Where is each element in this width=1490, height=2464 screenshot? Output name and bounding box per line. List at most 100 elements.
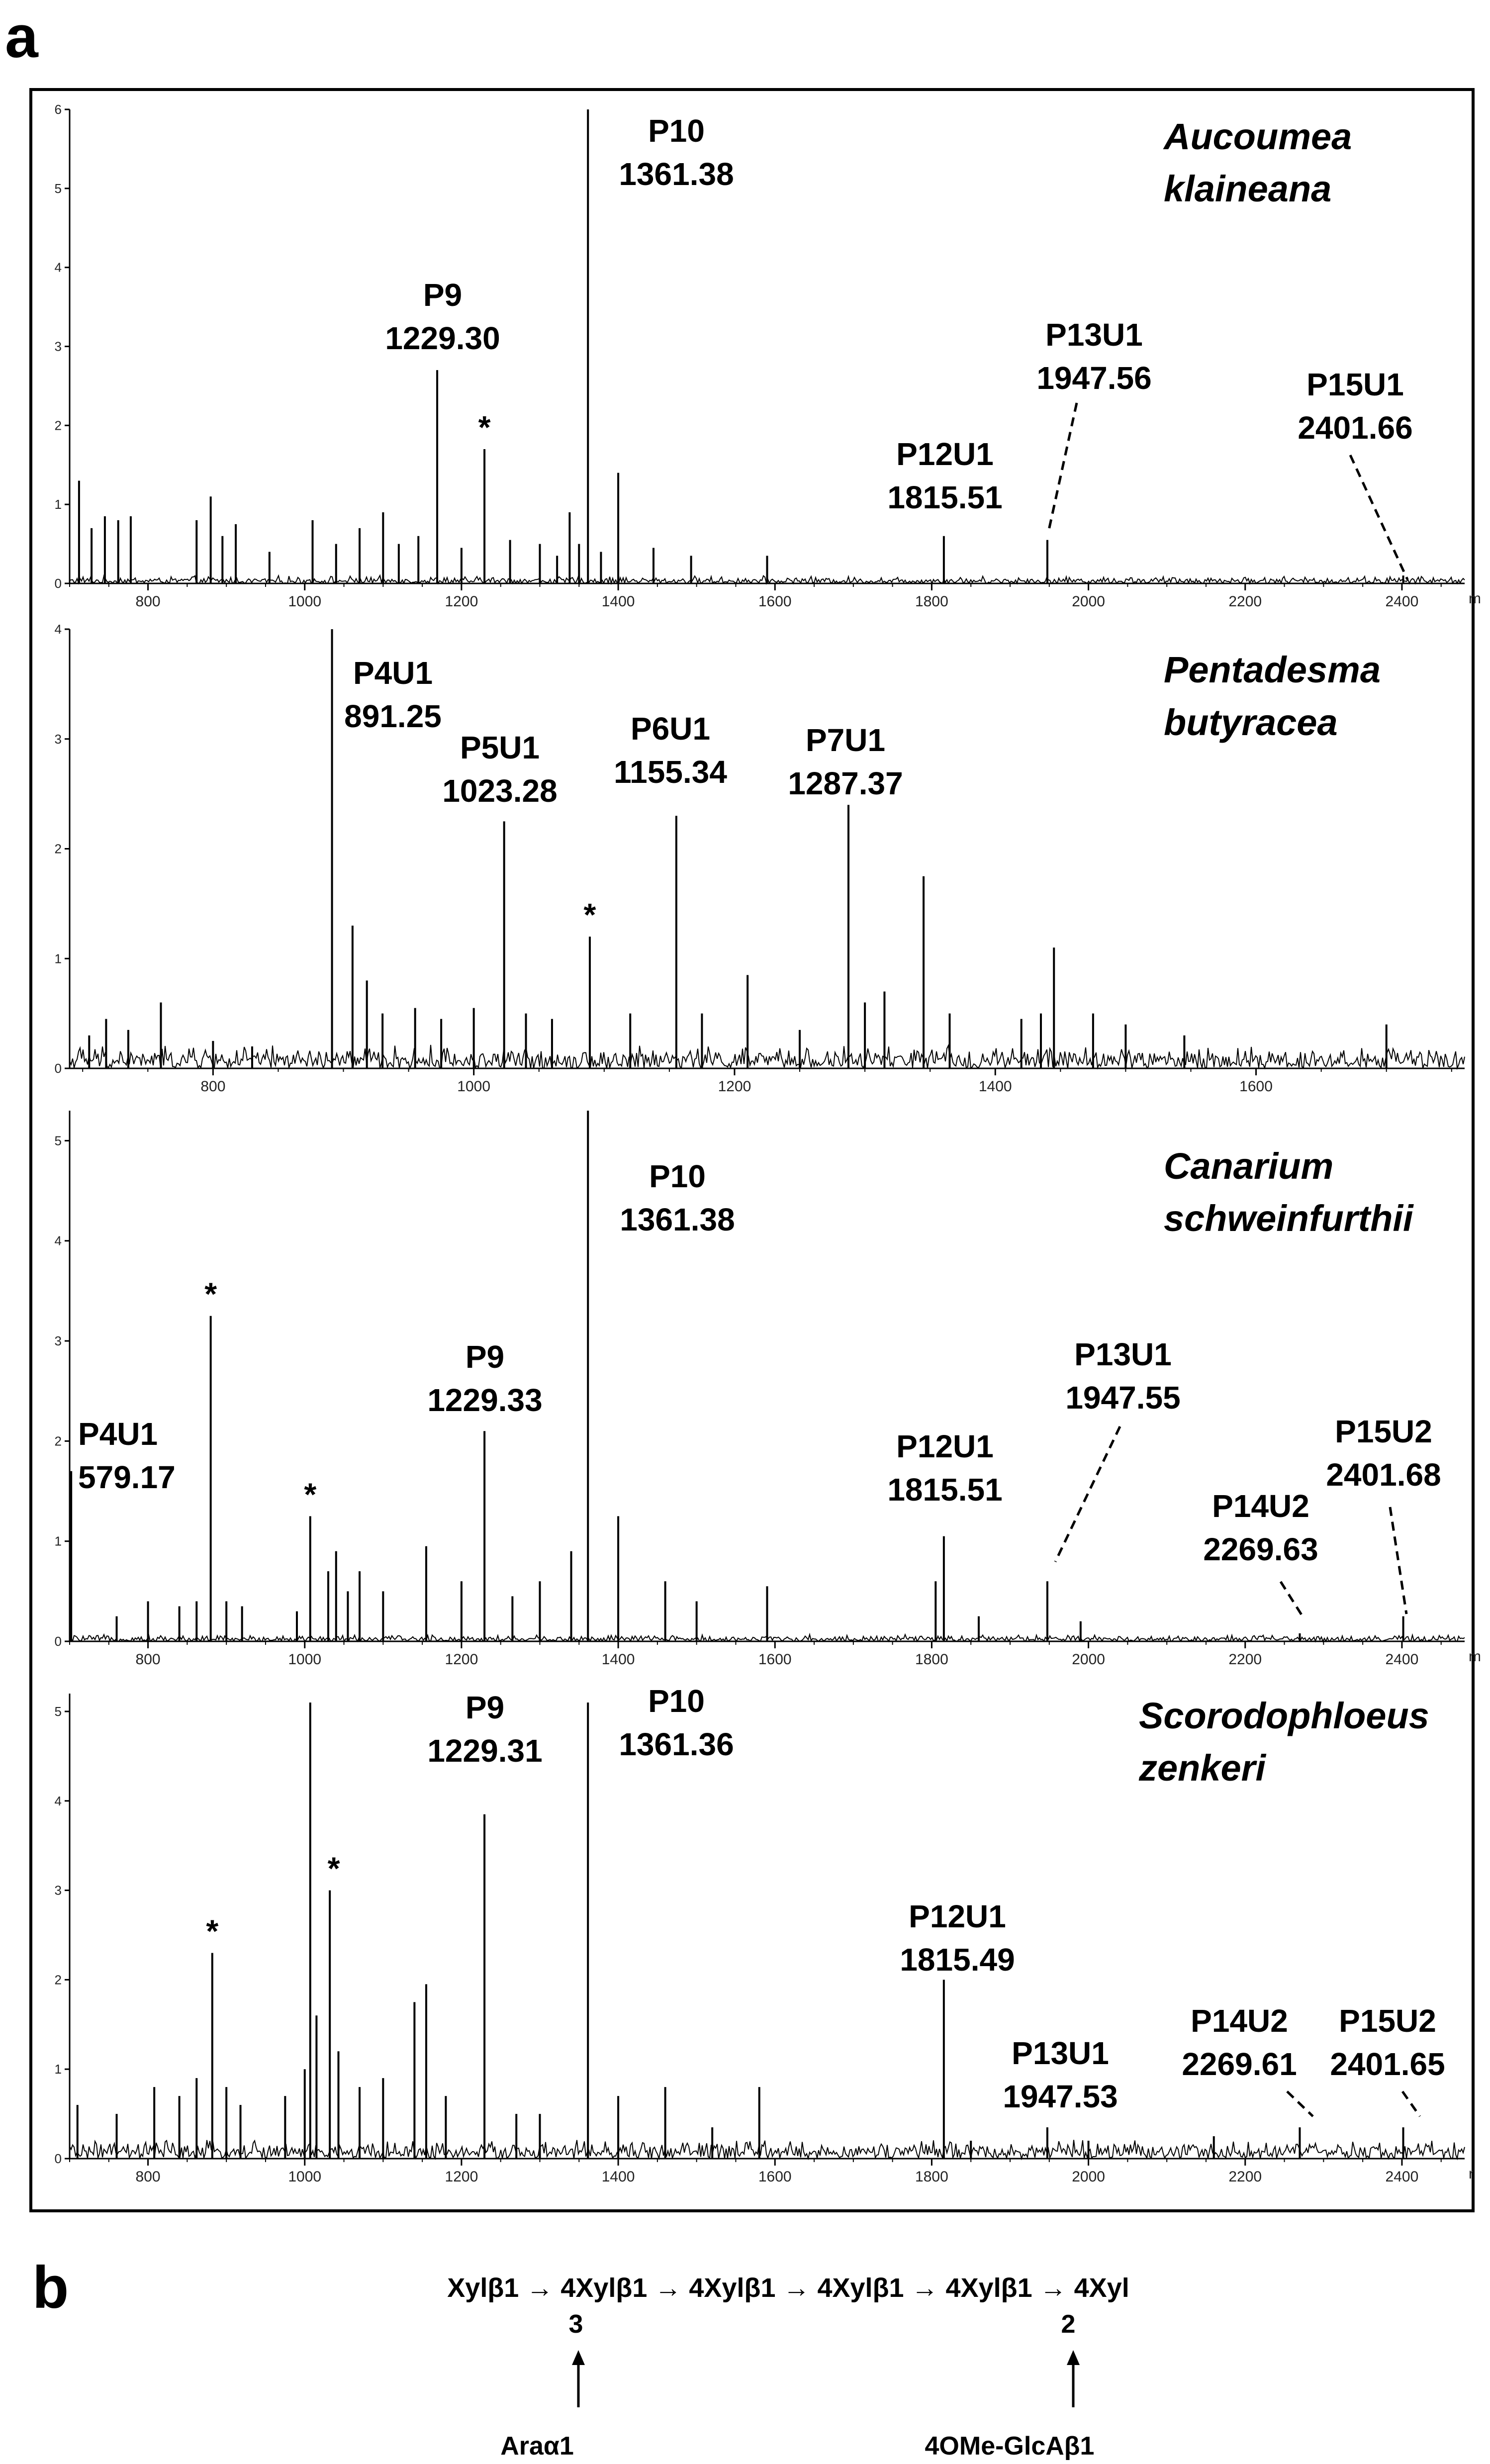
impurity-star: * [584,897,596,933]
leader-line [1349,454,1409,580]
x-tick-label: 1200 [445,1651,478,1668]
leader-line [1047,402,1078,533]
peak-label-mass: 1229.31 [427,1733,542,1769]
spectrum-2-stars: * [584,897,596,933]
x-tick-label: 1200 [445,593,478,610]
x-tick-label: 1600 [758,593,792,610]
impurity-star: * [204,1276,217,1312]
y-tick-label: 4 [55,1233,62,1248]
y-tick-label: 5 [55,181,62,196]
species-3-line1: Canarium [1164,1145,1333,1187]
arabinose-substituent: Araα1 [500,2432,574,2461]
spectrum-2-trace [69,629,1465,1070]
peak-label-name: P10 [648,113,705,149]
peak-label-name: P14U2 [1212,1488,1309,1524]
x-tick-label: 1600 [758,2169,792,2185]
peak-label-mass: 1287.37 [788,765,903,801]
spectrum-scorodophloeus: 800 1000 1200 1400 1600 1800 2000 2200 2400 r 0 1 2 3… [55,1683,1474,2185]
y-tick-label: 1 [55,951,62,966]
x-tick-label: 2000 [1072,2169,1105,2185]
peak-label-mass: 1229.30 [385,320,500,356]
species-4-line1: Scorodophloeus [1139,1695,1429,1736]
x-tick-label: 800 [136,593,161,610]
peak-label-mass: 1947.56 [1036,360,1151,396]
peak-label-mass: 1815.51 [887,479,1002,515]
spectrum-1-stars: * [478,409,491,445]
peak-label-mass: 579.17 [78,1459,176,1495]
x-tick-label: 800 [136,1651,161,1668]
noise-baseline [69,1043,1465,1070]
species-3-line2: schweinfurthii [1164,1198,1414,1239]
spectrum-4-stars: ** [206,1851,340,1949]
leader-line [1389,1507,1408,1614]
peak-label-name: P12U1 [896,436,994,472]
y-tick-label: 0 [55,1061,62,1076]
noise-baseline [69,2139,1465,2161]
spectrum-4-axes: 800 1000 1200 1400 1600 1800 2000 2200 2400 r 0 1 2 3… [55,1694,1474,2185]
peak-label-name: P4U1 [78,1416,158,1452]
x-tick-label: 2200 [1228,2169,1262,2185]
panel-a-label: a [5,3,39,70]
peak-label-mass: 891.25 [344,698,442,734]
peak-label-mass: 1815.49 [900,1942,1015,1978]
spectrum-3-stars: ** [204,1276,316,1513]
spectrum-3-trace [69,1111,1465,1643]
x-tick-label: 1400 [602,593,635,610]
x-tick-label: 1400 [602,1651,635,1668]
species-1-line1: Aucoumea [1163,116,1352,157]
y-tick-label: 5 [55,1133,62,1148]
impurity-star: * [478,409,491,445]
x-axis-unit: r [1469,2166,1474,2182]
y-tick-label: 1 [55,497,62,512]
x-tick-label: 1000 [288,1651,321,1668]
peak-label-mass: 1947.53 [1003,2079,1118,2114]
x-tick-label: 1000 [288,593,321,610]
peak-label-name: P7U1 [806,722,885,758]
leader-line [1286,2090,1314,2117]
peak-label-name: P13U1 [1012,2035,1109,2071]
peak-label-mass: 1815.51 [887,1472,1002,1508]
species-2-line1: Pentadesma [1164,649,1381,690]
spectrum-4-trace [69,1702,1465,2161]
leader-line [1279,1581,1304,1616]
y-tick-label: 2 [55,1972,62,1987]
panel-b-label: b [32,2254,69,2321]
x-tick-label: 1400 [602,2169,635,2185]
peak-label-name: P5U1 [460,730,540,765]
impurity-star: * [206,1913,218,1949]
peak-label-mass: 1361.36 [619,1726,734,1762]
y-tick-label: 2 [55,842,62,856]
x-tick-label: 2000 [1072,593,1105,610]
peak-label-mass: 2401.65 [1330,2046,1445,2082]
y-tick-label: 3 [55,1333,62,1348]
spectrum-pentadesma: 800 1000 1200 1400 1600 0 1 2 3 4 * Pentadesma bu… [55,622,1465,1095]
y-tick-label: 0 [55,1634,62,1649]
peak-label-name: P15U2 [1339,2003,1436,2039]
y-tick-label: 5 [55,1704,62,1719]
x-tick-label: 1600 [1239,1078,1273,1095]
up-arrow-icon [572,2350,585,2407]
y-tick-label: 4 [55,1794,62,1808]
x-axis-unit: m [1469,590,1481,607]
spectrum-1-trace [69,109,1465,585]
spectrum-3-axes: 800 1000 1200 1400 1600 1800 2000 2200 2400 m 0 1 2 3… [55,1111,1481,1668]
x-tick-label: 1800 [915,2169,948,2185]
peak-label-mass: 1229.33 [427,1382,542,1418]
species-4-line2: zenkeri [1138,1747,1266,1789]
spectrum-canarium: 800 1000 1200 1400 1600 1800 2000 2200 2400 m 0 1 2 3… [55,1111,1481,1668]
xylan-chain: Xylβ1 → 4Xylβ1 → 4Xylβ1 → 4Xylβ1 → 4Xylβ… [447,2273,1129,2303]
spectrum-1-axes: 800 1000 1200 1400 1600 1800 2000 2200 2400 m 0 1 2 3… [55,102,1481,610]
y-tick-label: 6 [55,102,62,117]
x-tick-label: 2200 [1228,1651,1262,1668]
spectrum-2-axes: 800 1000 1200 1400 1600 0 1 2 3 4 [55,622,1465,1095]
x-tick-label: 800 [200,1078,225,1095]
impurity-star: * [304,1476,316,1512]
peak-label-name: P12U1 [909,1898,1006,1934]
y-tick-label: 0 [55,2151,62,2166]
peak-label-mass: 2401.66 [1298,410,1412,446]
spectrum-aucoumea: 800 1000 1200 1400 1600 1800 2000 2200 2400 m 0 1 2 3… [55,102,1481,610]
x-axis-unit: m [1469,1648,1481,1665]
x-tick-label: 1000 [457,1078,490,1095]
peak-label-mass: 1361.38 [620,1202,735,1237]
